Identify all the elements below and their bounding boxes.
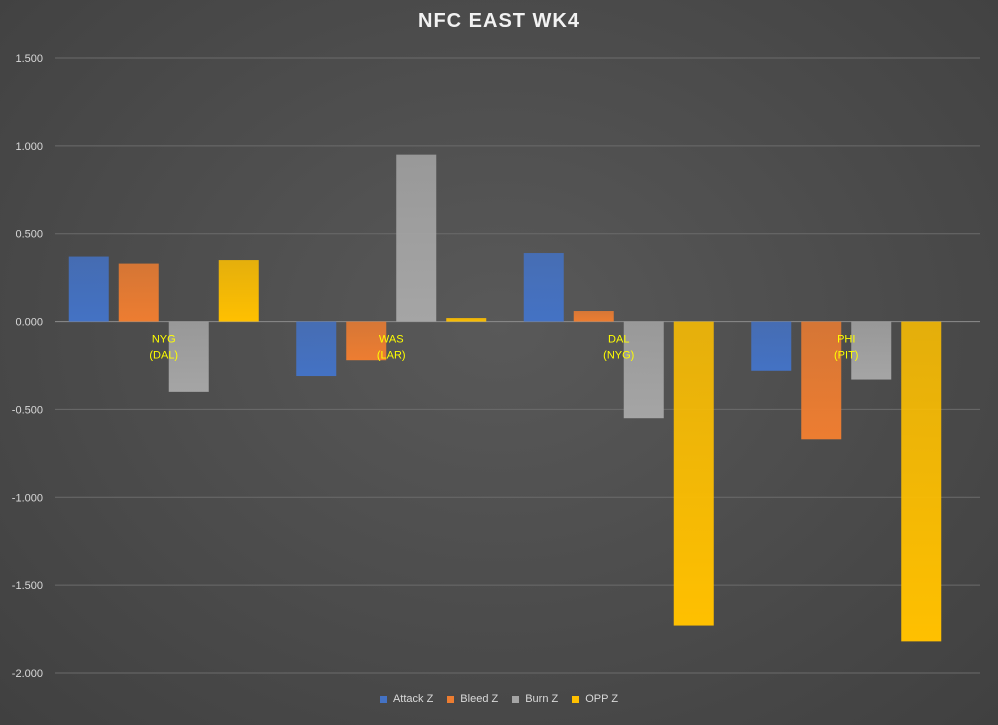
y-tick-label: 1.000 bbox=[15, 141, 43, 153]
bar-bleed-z bbox=[118, 263, 159, 322]
bar-attack-z bbox=[296, 321, 337, 377]
bar-burn-z bbox=[851, 321, 892, 380]
category-label: (NYG) bbox=[603, 350, 634, 362]
category-label: (PIT) bbox=[834, 350, 858, 362]
chart-title: NFC EAST WK4 bbox=[418, 10, 580, 32]
y-tick-label: -1.000 bbox=[12, 492, 43, 504]
category-label: DAL bbox=[608, 334, 629, 346]
bar-attack-z bbox=[68, 256, 109, 322]
legend-label: OPP Z bbox=[585, 693, 619, 705]
legend-swatch bbox=[379, 695, 387, 703]
bar-opp-z bbox=[673, 321, 714, 626]
legend-label: Burn Z bbox=[525, 693, 559, 705]
category-label: (DAL) bbox=[149, 350, 178, 362]
bar-opp-z bbox=[901, 321, 942, 642]
y-tick-label: -0.500 bbox=[12, 404, 43, 416]
legend-label: Bleed Z bbox=[460, 693, 499, 705]
legend-item: Burn Z bbox=[512, 693, 558, 705]
bar-bleed-z bbox=[573, 311, 614, 322]
legend-label: Attack Z bbox=[392, 693, 434, 705]
bar-opp-z bbox=[218, 260, 259, 322]
y-tick-label: -1.500 bbox=[12, 580, 43, 592]
legend-swatch bbox=[512, 695, 520, 703]
bar-attack-z bbox=[523, 253, 564, 322]
legend: Attack Z Bleed Z Burn Z OPP Z bbox=[0, 693, 998, 705]
bar-burn-z bbox=[623, 321, 664, 419]
bar-burn-z bbox=[396, 154, 437, 322]
category-label: PHI bbox=[837, 334, 855, 346]
legend-swatch bbox=[447, 695, 455, 703]
category-label: (LAR) bbox=[377, 350, 406, 362]
category-label: WAS bbox=[379, 334, 404, 346]
legend-swatch bbox=[572, 695, 580, 703]
y-tick-label: 0.000 bbox=[15, 317, 43, 329]
y-tick-label: -2.000 bbox=[12, 668, 43, 680]
y-tick-label: 0.500 bbox=[15, 229, 43, 241]
bar-bleed-z bbox=[801, 321, 842, 440]
legend-item: Bleed Z bbox=[447, 693, 498, 705]
y-tick-label: 1.500 bbox=[15, 53, 43, 65]
category-label: NYG bbox=[152, 334, 176, 346]
bar-bleed-z bbox=[346, 321, 387, 361]
legend-item: OPP Z bbox=[572, 693, 618, 705]
legend-item: Attack Z bbox=[379, 693, 434, 705]
bar-opp-z bbox=[446, 318, 487, 322]
bar-burn-z bbox=[168, 321, 209, 392]
bar-attack-z bbox=[751, 321, 792, 371]
